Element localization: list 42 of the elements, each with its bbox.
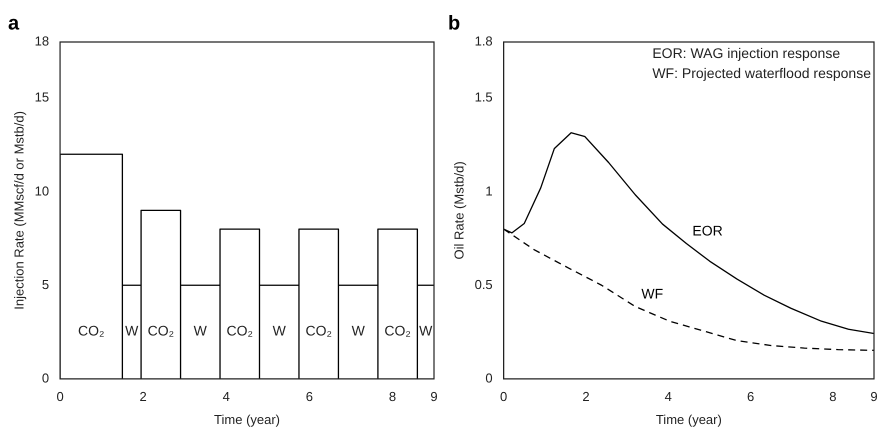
x-tick-label: 4 xyxy=(222,389,230,404)
x-tick-label: 2 xyxy=(582,389,590,404)
y-tick-label: 18 xyxy=(34,34,50,49)
y-tick-label: 5 xyxy=(42,276,50,292)
y-tick-label: 1.5 xyxy=(474,90,493,105)
x-tick-label: 6 xyxy=(306,389,313,404)
x-tick-label: 8 xyxy=(388,389,396,404)
annotation: EOR: WAG injection response xyxy=(652,44,840,61)
y-tick-label: 10 xyxy=(34,183,50,198)
annotation: W xyxy=(352,322,366,339)
annotation: W xyxy=(272,322,287,339)
x-tick-label: 0 xyxy=(56,389,64,404)
x-axis-title: Time (year) xyxy=(656,412,722,427)
x-tick-label: 9 xyxy=(430,389,438,404)
annotation: CO₂ xyxy=(78,322,104,339)
series-label: EOR xyxy=(692,222,723,238)
annotation: CO₂ xyxy=(305,322,332,339)
x-tick-label: 8 xyxy=(829,389,836,404)
y-tick-label: 1.8 xyxy=(474,34,493,49)
y-tick-label: 0 xyxy=(485,370,493,386)
x-tick-label: 0 xyxy=(500,389,508,404)
annotation: CO₂ xyxy=(148,322,174,339)
y-tick-label: 15 xyxy=(34,90,50,105)
annotation: CO₂ xyxy=(384,322,411,339)
x-tick-label: 2 xyxy=(140,389,147,404)
y-tick-label: 0.5 xyxy=(474,276,493,292)
annotation: W xyxy=(194,322,208,339)
x-tick-label: 4 xyxy=(664,389,672,404)
y-tick-label: 1 xyxy=(485,183,493,198)
y-tick-label: 0 xyxy=(42,370,50,386)
x-tick-label: 9 xyxy=(870,389,878,404)
y-axis-title: Oil Rate (Mstb/d) xyxy=(451,161,466,260)
series-label: WF xyxy=(641,285,664,302)
x-tick-label: 6 xyxy=(746,389,754,404)
annotation: CO₂ xyxy=(226,322,253,339)
chart-title: a xyxy=(8,12,20,35)
annotation: WF: Projected waterflood response xyxy=(652,64,872,81)
x-axis-title: Time (year) xyxy=(214,412,280,427)
chart-title: b xyxy=(448,12,460,35)
y-axis-title: Injection Rate (MMscf/d or Mstb/d) xyxy=(11,111,26,310)
annotation: W xyxy=(125,322,140,339)
annotation: W xyxy=(419,322,434,339)
